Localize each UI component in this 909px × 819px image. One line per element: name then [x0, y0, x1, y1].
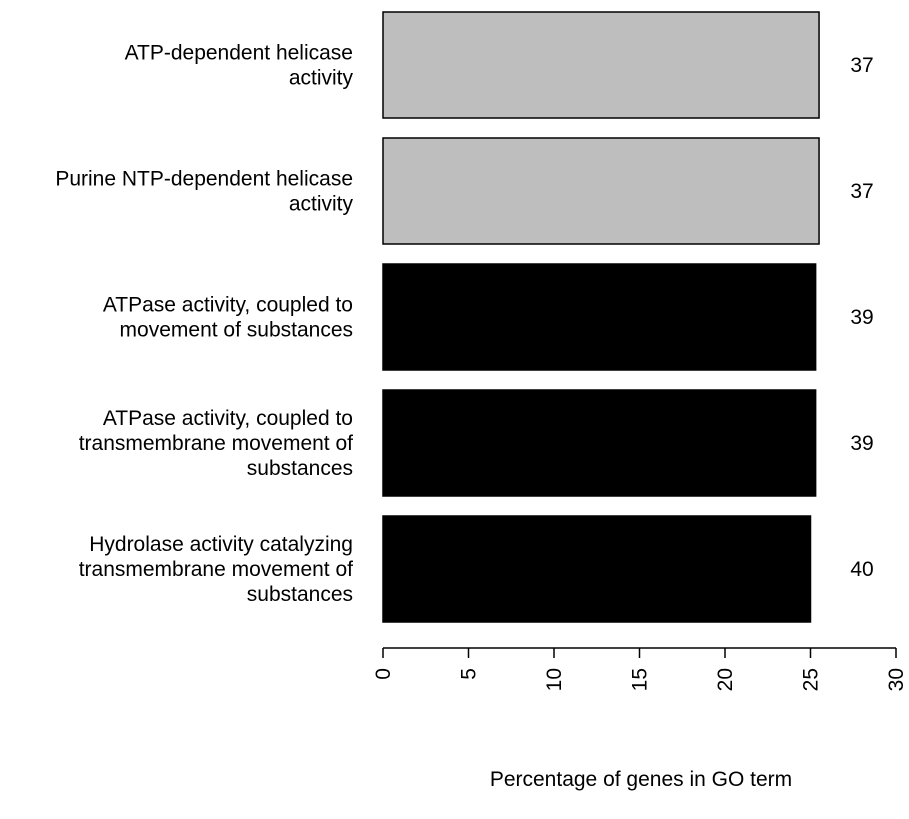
category-label: ATPase activity, coupled to transmembrane… [79, 407, 353, 480]
category-label-line: ATPase activity, coupled to [103, 294, 353, 317]
bar-count-label: 39 [850, 306, 873, 329]
category-label: Purine NTP-dependent helicase activity [55, 168, 353, 216]
x-tick-label: 20 [714, 668, 737, 691]
category-label-line: activity [289, 67, 354, 90]
bar [382, 137, 820, 245]
category-label-line: ATP-dependent helicase [125, 42, 353, 65]
category-label-line: Purine NTP-dependent helicase [55, 168, 353, 191]
category-label-line: movement of substances [120, 319, 353, 342]
category-label-line: activity [289, 193, 354, 216]
x-tick-label: 25 [800, 668, 823, 691]
category-label-line: substances [247, 583, 353, 606]
x-axis-title: Percentage of genes in GO term [490, 768, 792, 791]
bar-count-label: 39 [850, 432, 873, 455]
category-label-line: transmembrane movement of [79, 432, 353, 455]
bar [382, 389, 817, 497]
x-tick-label: 0 [372, 668, 395, 680]
category-label: ATPase activity, coupled to movement of s… [103, 294, 353, 342]
x-tick-label: 10 [543, 668, 566, 691]
bar [382, 515, 812, 623]
bar-count-label: 37 [850, 54, 873, 77]
count-labels-group: 37 37 39 39 40 [850, 54, 873, 581]
category-label-line: transmembrane movement of [79, 558, 353, 581]
bars-group [382, 11, 820, 623]
x-tick-label: 5 [458, 668, 481, 680]
x-axis: 0 5 10 15 20 25 30 [372, 647, 908, 691]
category-label: Hydrolase activity catalyzing transmembra… [79, 533, 353, 606]
bar-count-label: 37 [850, 180, 873, 203]
category-label-line: Hydrolase activity catalyzing [89, 533, 353, 556]
x-tick-label: 15 [629, 668, 652, 691]
category-label: ATP-dependent helicase activity [125, 42, 354, 90]
x-tick-label: 30 [885, 668, 908, 691]
bar [382, 263, 817, 371]
category-label-line: substances [247, 457, 353, 480]
bar [382, 11, 820, 119]
category-label-line: ATPase activity, coupled to [103, 407, 353, 430]
bar-count-label: 40 [850, 558, 873, 581]
